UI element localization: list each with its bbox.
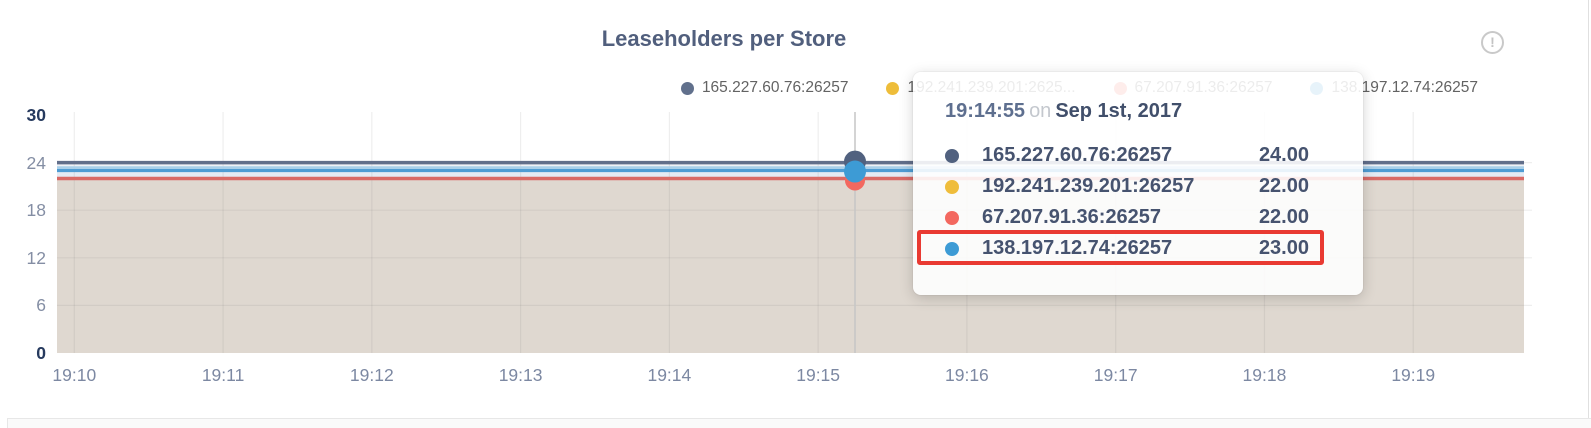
tooltip-row: 67.207.91.36:26257 22.00: [945, 202, 1309, 233]
x-axis-tick-label: 19:19: [1391, 365, 1436, 385]
tooltip-rows: 165.227.60.76:26257 24.00 192.241.239.20…: [945, 140, 1309, 264]
tooltip-date: Sep 1st, 2017: [1055, 100, 1183, 122]
series-color-dot-icon: [945, 179, 959, 194]
tooltip-series-label: 165.227.60.76:26257: [982, 144, 1173, 166]
tooltip-timestamp: 19:14:55 on Sep 1st, 2017: [945, 100, 1309, 128]
tooltip-time: 19:14:55: [945, 100, 1026, 122]
legend-item-label: 138.197.12.74:26257: [1331, 79, 1478, 96]
legend-item[interactable]: 165.227.60.76:26257: [680, 79, 849, 97]
x-axis-tick-label: 19:12: [349, 365, 394, 385]
tooltip-row: 192.241.239.201:26257 22.00: [945, 171, 1309, 202]
hover-dot-blue: [844, 160, 866, 183]
tooltip-series-label: 67.207.91.36:26257: [982, 206, 1162, 228]
x-axis-tick-label: 19:14: [647, 365, 692, 385]
tooltip-on-word: on: [1029, 100, 1052, 122]
tooltip-series-label: 138.197.12.74:26257: [982, 237, 1173, 259]
x-axis-tick-label: 19:13: [498, 365, 543, 385]
tooltip-series-value: 22.00: [1258, 206, 1309, 228]
series-color-dot-icon: [886, 81, 900, 95]
panel-right-border: [1588, 0, 1589, 428]
legend-item-label: 165.227.60.76:26257: [701, 79, 849, 96]
x-axis-tick-label: 19:16: [945, 365, 989, 385]
y-axis-tick-label: 0: [36, 343, 46, 363]
x-axis-tick-label: 19:11: [201, 365, 245, 385]
tooltip-series-label: 192.241.239.201:26257: [982, 175, 1195, 197]
area-band: [57, 170, 1524, 179]
y-axis-tick-label: 6: [36, 295, 46, 316]
tooltip-row: 165.227.60.76:26257 24.00: [945, 140, 1309, 171]
y-axis-tick-label: 24: [26, 152, 46, 173]
y-axis-tick-label: 30: [26, 105, 46, 125]
series-color-dot-icon: [945, 210, 959, 225]
x-axis-tick-label: 19:17: [1093, 365, 1138, 385]
tooltip-series-value: 22.00: [1258, 175, 1309, 197]
series-color-dot-icon: [945, 148, 959, 163]
info-icon[interactable]: !: [1481, 31, 1504, 54]
y-axis-tick-label: 18: [26, 200, 46, 221]
tooltip-series-value: 24.00: [1258, 144, 1309, 166]
x-axis-tick-label: 19:15: [796, 365, 841, 385]
chart-tooltip: 19:14:55 on Sep 1st, 2017 165.227.60.76:26…: [913, 72, 1363, 295]
tooltip-row-highlighted: 138.197.12.74:26257 23.00: [945, 233, 1309, 264]
panel-bottom-divider: [8, 418, 1591, 419]
series-color-dot-icon: [945, 241, 959, 256]
x-axis-tick-label: 19:10: [52, 365, 97, 385]
x-axis-tick-label: 19:18: [1242, 365, 1287, 385]
y-axis-tick-label: 12: [26, 247, 46, 268]
next-panel-edge: [8, 419, 1591, 428]
tooltip-series-value: 23.00: [1258, 237, 1309, 259]
page-title: Leaseholders per Store: [601, 26, 847, 51]
series-color-dot-icon: [680, 81, 694, 95]
next-panel-left-border: [7, 418, 8, 428]
